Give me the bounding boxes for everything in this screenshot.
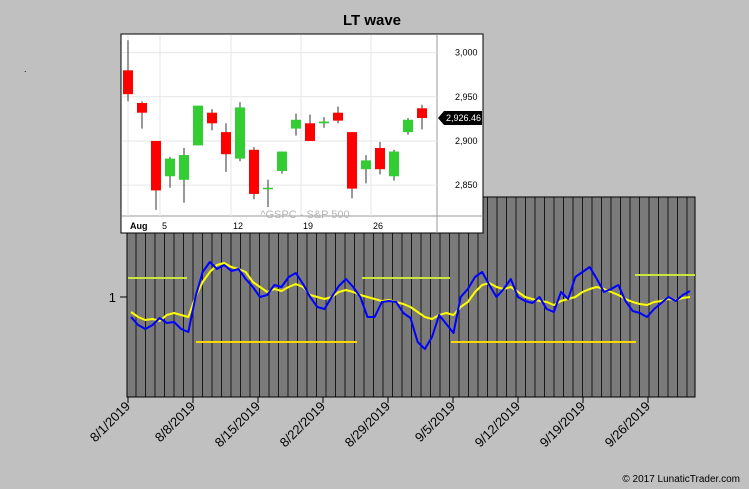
candle-body bbox=[389, 151, 399, 177]
candle-body bbox=[193, 105, 203, 146]
inset-price-tick-label: 2,950 bbox=[455, 92, 478, 102]
x-tick-label: 9/19/2019 bbox=[537, 399, 589, 451]
candle-body bbox=[347, 132, 357, 189]
candle-body bbox=[361, 160, 371, 170]
x-tick-label: 8/15/2019 bbox=[212, 399, 264, 451]
x-tick-label: 8/1/2019 bbox=[87, 399, 133, 445]
candle-body bbox=[375, 148, 385, 170]
x-tick-label: 8/22/2019 bbox=[277, 399, 329, 451]
candle-body bbox=[319, 121, 329, 124]
candle-body bbox=[221, 132, 231, 155]
candle-body bbox=[179, 155, 189, 180]
candle-body bbox=[333, 112, 343, 121]
series-line bbox=[130, 262, 691, 322]
inset-date-tick-label: 26 bbox=[373, 221, 383, 231]
candle-body bbox=[123, 70, 133, 95]
candle-body bbox=[291, 119, 301, 129]
chart-title: LT wave bbox=[343, 12, 401, 29]
inset-price-tick-label: 2,900 bbox=[455, 136, 478, 146]
x-tick-label: 9/12/2019 bbox=[472, 399, 524, 451]
x-tick-label: 8/8/2019 bbox=[152, 399, 198, 445]
stray-dot: . bbox=[24, 64, 27, 74]
candle-body bbox=[165, 158, 175, 177]
series-lines bbox=[130, 261, 691, 350]
x-tick-label: 9/26/2019 bbox=[602, 399, 654, 451]
inset-date-tick-label: 5 bbox=[162, 221, 167, 231]
inset-candles bbox=[123, 40, 427, 210]
inset-price-tick-label: 3,000 bbox=[455, 48, 478, 58]
candle-body bbox=[417, 108, 427, 118]
level-lines bbox=[128, 274, 695, 343]
copyright-text: © 2017 LunaticTrader.com bbox=[622, 474, 740, 485]
inset-date-tick-label: 12 bbox=[233, 221, 243, 231]
last-price-tag bbox=[438, 110, 482, 125]
inset-axis-labels: 3,000 2,950 2,900 2,850 Aug 5 12 19 26 bbox=[130, 48, 478, 231]
candle-body bbox=[137, 102, 147, 113]
y-tick-label: 1 bbox=[109, 290, 116, 305]
candle-body bbox=[263, 187, 273, 190]
inset-plot-area bbox=[122, 35, 437, 216]
x-axis-ticks: 8/1/2019 8/8/2019 8/15/2019 8/22/2019 8/29/2… bbox=[87, 397, 653, 450]
series-line bbox=[130, 261, 691, 350]
candle-body bbox=[235, 107, 245, 159]
candle-body bbox=[207, 112, 217, 124]
inset-date-tick-label: Aug bbox=[130, 221, 148, 231]
candle-body bbox=[249, 149, 259, 194]
inset-gridlines bbox=[122, 35, 437, 216]
candle-body bbox=[403, 119, 413, 133]
candle-body bbox=[305, 123, 315, 141]
inset-date-tick-label: 19 bbox=[303, 221, 313, 231]
last-price-label: 2,926.46 bbox=[446, 113, 481, 123]
x-tick-label: 8/29/2019 bbox=[342, 399, 394, 451]
inset-watermark-title: ^GSPC - S&P 500 bbox=[260, 209, 349, 221]
x-tick-label: 9/5/2019 bbox=[412, 399, 458, 445]
candle-body bbox=[151, 140, 161, 191]
candle-body bbox=[277, 151, 287, 171]
inset-price-tick-label: 2,850 bbox=[455, 180, 478, 190]
